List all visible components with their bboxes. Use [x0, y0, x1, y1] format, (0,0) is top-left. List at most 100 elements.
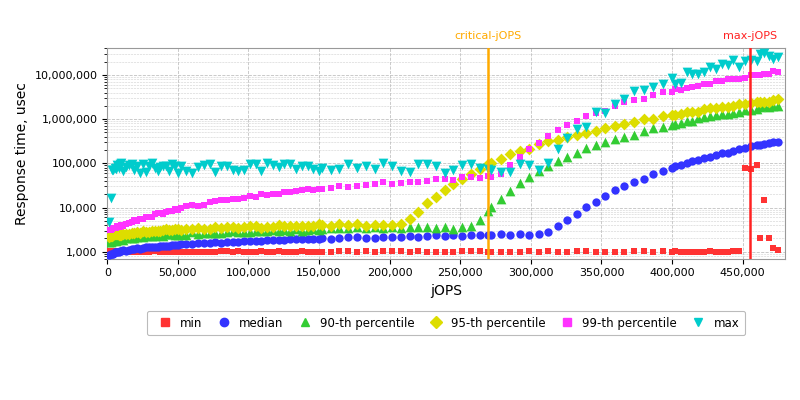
- Point: [359, 223, 372, 229]
- Point: [561, 154, 574, 160]
- Point: [255, 228, 268, 234]
- Point: [148, 164, 161, 171]
- Point: [412, 234, 425, 240]
- Point: [174, 163, 187, 169]
- Point: [221, 248, 234, 254]
- Point: [570, 211, 583, 218]
- Point: [710, 112, 722, 118]
- Point: [301, 222, 314, 229]
- Point: [430, 249, 442, 255]
- Point: [669, 111, 682, 118]
- Point: [465, 223, 478, 230]
- Point: [590, 142, 602, 149]
- Point: [191, 240, 204, 246]
- Point: [333, 248, 346, 255]
- Point: [125, 235, 138, 241]
- Point: [386, 234, 398, 240]
- Point: [108, 231, 121, 238]
- Point: [104, 251, 117, 258]
- Point: [174, 227, 187, 233]
- Point: [561, 249, 574, 255]
- Point: [142, 248, 155, 255]
- Point: [174, 231, 187, 237]
- Point: [115, 160, 128, 166]
- Point: [203, 240, 216, 246]
- Point: [580, 130, 593, 136]
- Point: [191, 202, 204, 209]
- Point: [243, 249, 256, 255]
- Point: [430, 176, 442, 182]
- Point: [108, 164, 121, 171]
- Point: [162, 249, 175, 255]
- Point: [151, 168, 164, 174]
- Point: [474, 175, 486, 181]
- Point: [166, 230, 178, 237]
- Point: [504, 231, 517, 238]
- Point: [198, 240, 210, 246]
- Point: [162, 242, 175, 249]
- Point: [232, 225, 245, 231]
- Point: [698, 155, 710, 161]
- Point: [438, 224, 451, 231]
- Point: [261, 192, 274, 198]
- Point: [114, 248, 126, 255]
- Point: [771, 139, 784, 145]
- Point: [214, 230, 227, 236]
- Point: [438, 170, 451, 176]
- Point: [284, 223, 297, 230]
- Point: [551, 127, 564, 133]
- Point: [715, 150, 728, 156]
- Point: [421, 224, 434, 230]
- Point: [103, 227, 116, 233]
- Point: [221, 162, 234, 169]
- Point: [157, 163, 170, 170]
- Point: [637, 86, 650, 93]
- Point: [232, 229, 245, 235]
- Point: [255, 224, 268, 231]
- Point: [485, 204, 498, 210]
- Point: [504, 168, 517, 175]
- Point: [692, 157, 705, 163]
- Point: [618, 249, 631, 255]
- Point: [771, 96, 784, 102]
- Point: [703, 248, 716, 255]
- Point: [209, 169, 222, 175]
- Point: [108, 248, 121, 254]
- Point: [272, 248, 285, 254]
- Point: [198, 202, 210, 208]
- Point: [394, 234, 407, 240]
- Point: [561, 122, 574, 128]
- Point: [112, 248, 125, 255]
- Point: [128, 217, 141, 223]
- Point: [119, 247, 132, 254]
- Point: [119, 220, 132, 227]
- Point: [169, 242, 182, 248]
- Point: [221, 239, 234, 246]
- Point: [238, 228, 250, 235]
- Point: [421, 200, 434, 206]
- Point: [107, 225, 120, 231]
- Point: [139, 232, 152, 239]
- Point: [342, 222, 354, 229]
- Point: [523, 146, 536, 152]
- X-axis label: jOPS: jOPS: [430, 284, 462, 298]
- Point: [580, 145, 593, 152]
- Point: [710, 78, 722, 84]
- Point: [430, 232, 442, 239]
- Point: [686, 118, 699, 124]
- Point: [307, 222, 320, 229]
- Point: [561, 217, 574, 224]
- Point: [131, 245, 144, 252]
- Point: [238, 195, 250, 201]
- Point: [394, 180, 407, 186]
- Point: [646, 83, 659, 90]
- Point: [368, 181, 381, 188]
- Point: [261, 249, 274, 255]
- Point: [542, 160, 554, 166]
- Point: [315, 249, 328, 255]
- Point: [494, 168, 507, 175]
- Point: [111, 237, 124, 243]
- Point: [618, 96, 631, 102]
- Point: [131, 162, 144, 169]
- Point: [151, 248, 164, 254]
